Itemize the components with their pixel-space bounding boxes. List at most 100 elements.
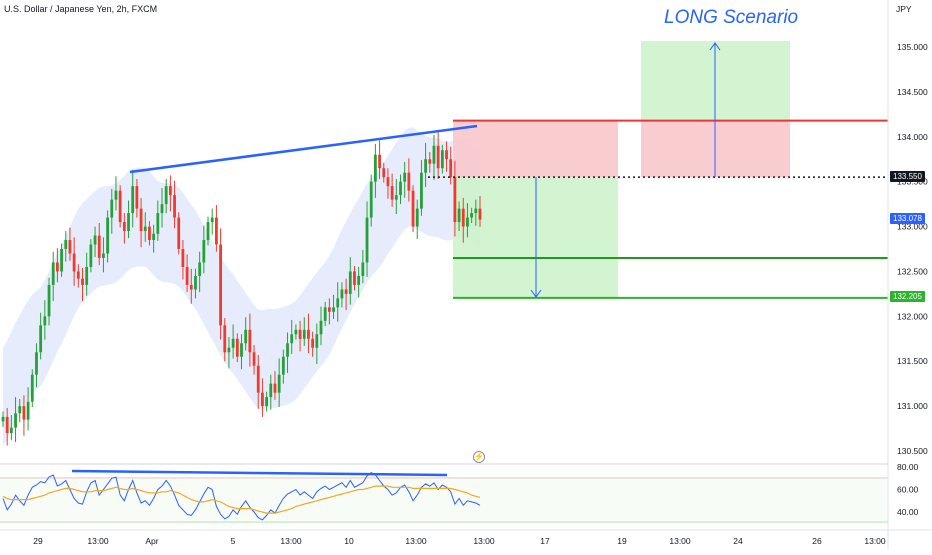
- candle-body: [440, 150, 444, 169]
- candle-body: [164, 186, 168, 205]
- candle-body: [470, 213, 474, 218]
- candle-body: [415, 208, 419, 227]
- candle-body: [35, 352, 38, 375]
- candle-body: [248, 329, 252, 353]
- candle-body: [194, 275, 197, 290]
- osc-signal-line: [2, 485, 481, 514]
- candle-body: [1, 416, 5, 422]
- candle-body: [60, 249, 63, 272]
- candle-body: [436, 145, 440, 169]
- candle-body: [156, 213, 160, 234]
- candle-body: [26, 401, 30, 420]
- candle-body: [202, 240, 206, 263]
- candle-body: [14, 413, 17, 428]
- candle-body: [478, 208, 482, 220]
- candle-body: [323, 307, 327, 321]
- candle-body: [223, 325, 227, 353]
- candle-body: [55, 262, 59, 272]
- candle-body: [327, 307, 331, 312]
- candle-body: [102, 253, 105, 258]
- candle-body: [177, 217, 181, 250]
- candle-body: [261, 392, 264, 407]
- candle-body: [219, 244, 222, 326]
- candle-body: [457, 208, 461, 223]
- candle-body: [189, 284, 193, 290]
- target-price-tag: 132.205: [890, 291, 925, 302]
- candle-body: [256, 365, 260, 393]
- candle-body: [76, 271, 80, 279]
- candle-body: [294, 329, 298, 335]
- candle-body: [365, 217, 369, 263]
- candle-body: [135, 186, 139, 209]
- candle-body: [445, 150, 448, 160]
- candle-body: [424, 159, 428, 173]
- candle-body: [152, 233, 156, 241]
- price-tick-label: 132.000: [897, 311, 928, 321]
- time-tick-label: 13:00: [473, 536, 495, 546]
- candle-body: [235, 338, 239, 357]
- candle-body: [85, 266, 89, 285]
- candle-body: [428, 159, 432, 164]
- candle-body: [453, 177, 457, 223]
- candle-body: [240, 343, 243, 357]
- candle-body: [382, 168, 386, 178]
- candle-body: [143, 226, 147, 232]
- candle-body: [298, 329, 302, 339]
- candle-body: [39, 325, 43, 353]
- candle-body: [336, 298, 340, 308]
- time-tick-label: 13:00: [280, 536, 302, 546]
- candle-body: [340, 289, 344, 299]
- candle-body: [466, 217, 469, 227]
- currency-label: JPY: [896, 4, 912, 14]
- time-tick-label: 17: [540, 536, 550, 546]
- candle-body: [210, 217, 214, 223]
- price-tick-label: 131.000: [897, 401, 928, 411]
- candle-body: [319, 320, 323, 335]
- candle-body: [231, 338, 235, 348]
- candle-body: [118, 190, 122, 223]
- candle-body: [9, 427, 13, 434]
- candle-body: [461, 208, 465, 227]
- candle-body: [127, 213, 130, 232]
- candle-body: [411, 190, 415, 227]
- candle-body: [198, 262, 202, 276]
- candle-body: [307, 329, 310, 339]
- candle-body: [43, 316, 47, 326]
- candle-body: [344, 289, 348, 294]
- candle-body: [390, 186, 394, 200]
- time-tick-label: 24: [733, 536, 743, 546]
- candle-body: [51, 262, 55, 285]
- stop-zone-1: [453, 120, 618, 178]
- candle-body: [214, 217, 218, 245]
- candle-body: [369, 181, 373, 218]
- price-tick-label: 132.500: [897, 266, 928, 276]
- current-price-tag: 133.078: [890, 213, 925, 224]
- candle-body: [357, 275, 361, 285]
- osc-tick-label: 80.00: [897, 462, 919, 472]
- osc-tick-label: 40.00: [897, 507, 919, 517]
- candle-body: [181, 249, 185, 267]
- candle-body: [173, 195, 176, 218]
- candle-body: [168, 186, 172, 196]
- candle-body: [122, 222, 126, 232]
- candle-body: [286, 343, 289, 357]
- candle-body: [227, 347, 231, 353]
- candle-body: [474, 208, 478, 214]
- candle-body: [269, 383, 273, 398]
- candle-body: [386, 177, 390, 187]
- candle-body: [420, 172, 423, 209]
- candle-body: [106, 217, 110, 254]
- candle-body: [315, 334, 319, 348]
- scenario-title: LONG Scenario: [664, 7, 799, 28]
- candle-body: [110, 199, 114, 218]
- time-tick-label: 19: [617, 536, 627, 546]
- lightning-icon[interactable]: ⚡: [473, 451, 485, 463]
- candle-body: [265, 397, 269, 407]
- candle-body: [403, 172, 407, 182]
- candle-body: [139, 208, 143, 232]
- price-tick-label: 134.000: [897, 132, 928, 142]
- candle-body: [399, 181, 402, 196]
- candle-body: [407, 172, 411, 191]
